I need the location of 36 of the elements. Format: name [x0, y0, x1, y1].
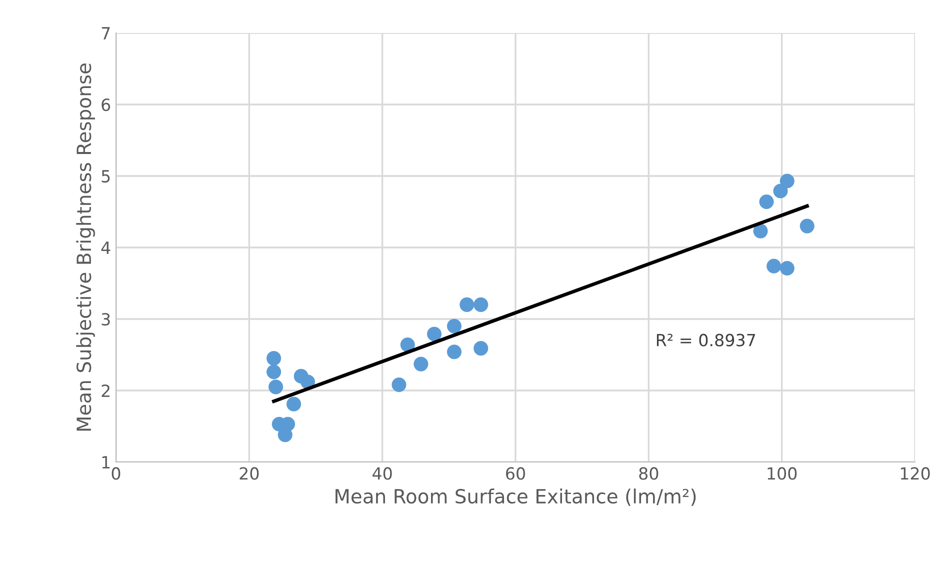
point	[460, 297, 474, 312]
x-tick-label: 20	[240, 467, 259, 480]
point	[759, 194, 774, 210]
x-tick-label: 60	[506, 467, 525, 480]
point	[266, 364, 282, 380]
y-tick-label: 7	[102, 27, 110, 40]
x-tick-label: 100	[768, 467, 797, 480]
y-axis-title: Mean Subjective Brightness Response	[76, 64, 95, 431]
point	[446, 344, 462, 360]
y-tick-label: 3	[102, 312, 110, 326]
point	[780, 174, 794, 188]
y-tick-label: 4	[101, 242, 110, 254]
y-tick-label: 1	[102, 456, 110, 468]
point	[766, 258, 782, 274]
point	[268, 380, 284, 394]
point	[392, 377, 406, 392]
point	[266, 351, 282, 366]
y-tick-label: 5	[102, 170, 110, 183]
y-tick-label: 6	[102, 98, 110, 112]
x-tick-label: 40	[372, 467, 392, 480]
annotation: R² = 0.8937	[656, 334, 756, 346]
point	[414, 356, 428, 372]
x-tick-label: 0	[112, 467, 120, 480]
point	[426, 326, 442, 342]
point	[800, 218, 814, 234]
point	[400, 337, 415, 352]
point	[780, 260, 794, 276]
x-axis-title: Mean Room Surface Exitance (lm/m²)	[336, 488, 696, 506]
point	[286, 396, 302, 412]
y-tick-label: 2	[102, 384, 110, 397]
x-tick-label: 80	[639, 467, 658, 480]
point	[474, 341, 488, 356]
point	[753, 224, 768, 238]
point	[474, 297, 488, 312]
x-tick-label: 120	[900, 467, 930, 480]
point	[446, 318, 462, 334]
